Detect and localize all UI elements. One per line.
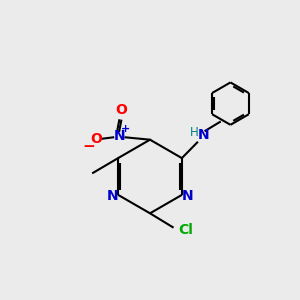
Text: N: N — [113, 130, 125, 143]
Text: −: − — [82, 139, 95, 154]
Text: N: N — [182, 189, 193, 203]
Text: N: N — [107, 189, 118, 203]
Text: Cl: Cl — [178, 223, 193, 236]
Text: N: N — [198, 128, 210, 142]
Text: +: + — [121, 124, 130, 134]
Text: O: O — [90, 132, 102, 146]
Text: H: H — [190, 126, 199, 139]
Text: O: O — [116, 103, 128, 117]
